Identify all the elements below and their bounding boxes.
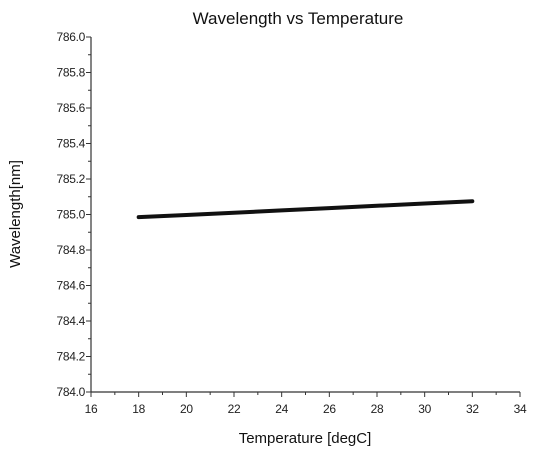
x-tick-label-6: 28 <box>371 402 384 416</box>
x-tick-label-8: 32 <box>466 402 479 416</box>
y-tick-label-9: 785.8 <box>56 66 85 80</box>
x-tick-label-5: 26 <box>323 402 336 416</box>
y-tick-label-4: 784.8 <box>56 243 85 257</box>
x-ticks: 16 18 20 22 24 26 28 30 32 34 <box>85 392 527 416</box>
x-tick-label-7: 30 <box>418 402 431 416</box>
y-tick-label-10: 786.0 <box>56 30 85 44</box>
y-tick-label-5: 785.0 <box>56 208 85 222</box>
x-tick-label-9: 34 <box>514 402 527 416</box>
series-line-0 <box>136 199 475 220</box>
y-tick-label-1: 784.2 <box>56 350 85 364</box>
series-layer <box>136 199 475 220</box>
y-tick-label-2: 784.4 <box>56 314 85 328</box>
x-tick-label-0: 16 <box>85 402 98 416</box>
x-axis-label: Temperature [degC] <box>239 430 372 447</box>
x-tick-label-4: 24 <box>275 402 288 416</box>
y-tick-label-3: 784.6 <box>56 279 85 293</box>
y-ticks: 784.0 784.2 784.4 784.6 784.8 785.0 785.2 785.4… <box>56 30 91 399</box>
x-tick-label-1: 18 <box>132 402 145 416</box>
y-axis-label: Wavelength[nm] <box>7 160 24 268</box>
y-tick-label-7: 785.4 <box>56 137 85 151</box>
y-tick-label-0: 784.0 <box>56 385 85 399</box>
chart-title: Wavelength vs Temperature <box>193 9 404 28</box>
y-tick-label-6: 785.2 <box>56 172 85 186</box>
x-tick-label-2: 20 <box>180 402 193 416</box>
y-tick-label-8: 785.6 <box>56 101 85 115</box>
x-tick-label-3: 22 <box>228 402 241 416</box>
